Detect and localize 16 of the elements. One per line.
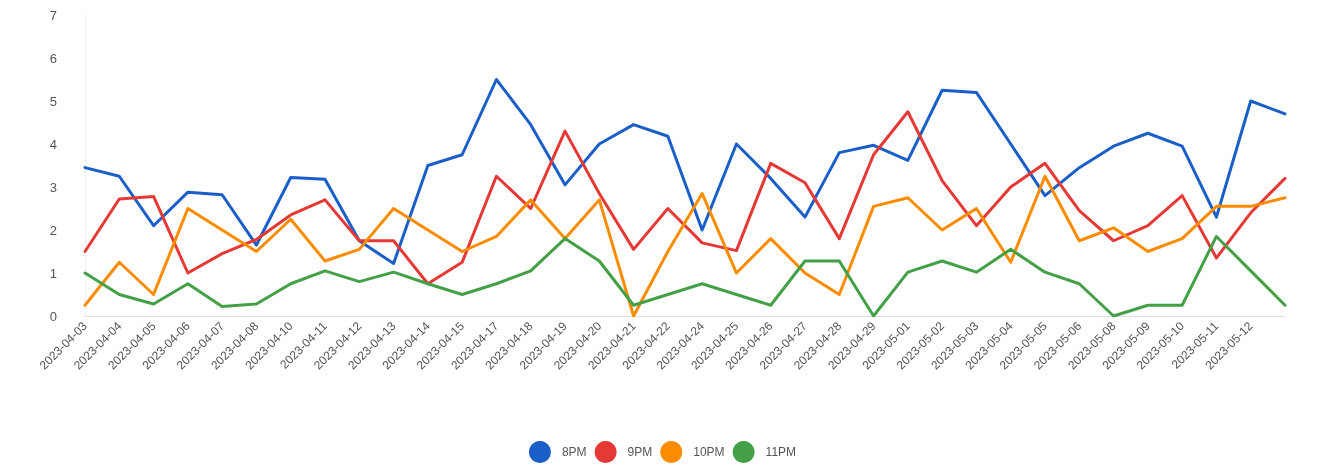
legend-label: 8PM <box>561 445 587 459</box>
legend-label: 11PM <box>765 445 797 459</box>
y-tick-label: 3 <box>49 179 57 195</box>
legend-label: 9PM <box>627 445 653 459</box>
y-tick-label: 1 <box>49 265 57 281</box>
line-series <box>83 78 1287 266</box>
line-series <box>83 174 1287 318</box>
y-tick-label: 4 <box>49 136 57 152</box>
y-tick-label: 7 <box>49 7 57 23</box>
y-tick-label: 5 <box>49 93 57 109</box>
y-tick-label: 2 <box>49 222 57 238</box>
legend-label: 10PM <box>693 445 725 459</box>
line-series <box>83 234 1287 318</box>
line-series <box>83 110 1287 286</box>
y-tick-label: 6 <box>49 50 57 66</box>
y-tick-label: 0 <box>49 308 57 324</box>
